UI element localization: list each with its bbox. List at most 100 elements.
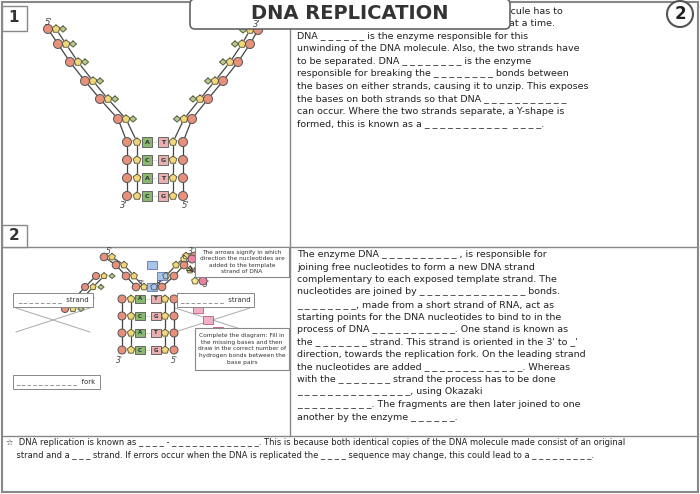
Polygon shape bbox=[169, 138, 177, 145]
Text: 3': 3' bbox=[120, 201, 127, 210]
Polygon shape bbox=[180, 115, 188, 122]
Circle shape bbox=[170, 346, 178, 354]
Text: The enzyme DNA _ _ _ _ _ _ _ _ _ _ , is responsible for
joining free nucleotides: The enzyme DNA _ _ _ _ _ _ _ _ _ _ , is … bbox=[297, 250, 586, 421]
Polygon shape bbox=[181, 255, 188, 262]
Text: DNA REPLICATION: DNA REPLICATION bbox=[251, 4, 449, 24]
Circle shape bbox=[170, 272, 178, 280]
FancyBboxPatch shape bbox=[158, 191, 168, 201]
Bar bbox=[2, 6, 27, 31]
Text: T: T bbox=[154, 296, 158, 301]
Polygon shape bbox=[70, 306, 76, 312]
Text: C: C bbox=[138, 347, 142, 353]
FancyBboxPatch shape bbox=[135, 329, 145, 337]
FancyBboxPatch shape bbox=[141, 137, 153, 147]
FancyBboxPatch shape bbox=[135, 346, 145, 354]
Text: 5': 5' bbox=[171, 356, 178, 365]
Circle shape bbox=[122, 156, 132, 165]
Polygon shape bbox=[190, 96, 197, 102]
Polygon shape bbox=[192, 278, 198, 284]
FancyBboxPatch shape bbox=[193, 305, 203, 313]
Polygon shape bbox=[162, 312, 169, 319]
Text: _ _ _ _ _ _ _ _  strand: _ _ _ _ _ _ _ _ strand bbox=[180, 296, 251, 303]
FancyBboxPatch shape bbox=[13, 293, 93, 307]
Polygon shape bbox=[232, 41, 239, 47]
Text: G: G bbox=[160, 158, 166, 163]
FancyBboxPatch shape bbox=[190, 0, 510, 29]
Text: A: A bbox=[138, 330, 142, 335]
FancyBboxPatch shape bbox=[213, 327, 223, 335]
Polygon shape bbox=[74, 58, 82, 65]
Text: T: T bbox=[161, 175, 165, 180]
Polygon shape bbox=[141, 284, 147, 290]
Circle shape bbox=[170, 295, 178, 303]
Text: 1: 1 bbox=[8, 10, 20, 26]
Circle shape bbox=[80, 77, 90, 85]
Circle shape bbox=[199, 277, 207, 285]
Bar bbox=[2, 225, 27, 247]
Text: Complete the diagram: Fill in
the missing bases and then
draw in the correct num: Complete the diagram: Fill in the missin… bbox=[198, 333, 286, 365]
Circle shape bbox=[118, 329, 126, 337]
FancyBboxPatch shape bbox=[151, 312, 161, 320]
Circle shape bbox=[43, 25, 52, 34]
Polygon shape bbox=[127, 346, 134, 353]
Polygon shape bbox=[127, 312, 134, 319]
FancyBboxPatch shape bbox=[141, 191, 153, 201]
Polygon shape bbox=[80, 295, 86, 300]
FancyBboxPatch shape bbox=[151, 294, 161, 303]
Polygon shape bbox=[238, 40, 246, 47]
Polygon shape bbox=[90, 284, 96, 289]
Text: G: G bbox=[154, 314, 158, 319]
Polygon shape bbox=[162, 346, 169, 353]
Polygon shape bbox=[187, 266, 193, 273]
FancyBboxPatch shape bbox=[135, 294, 145, 303]
Text: G: G bbox=[154, 347, 158, 353]
Circle shape bbox=[180, 261, 188, 269]
Polygon shape bbox=[169, 174, 177, 181]
Circle shape bbox=[667, 1, 693, 27]
Circle shape bbox=[178, 137, 188, 147]
Text: A: A bbox=[138, 296, 142, 301]
Polygon shape bbox=[133, 174, 141, 181]
Text: A: A bbox=[145, 139, 149, 145]
Polygon shape bbox=[127, 295, 134, 302]
Polygon shape bbox=[150, 284, 158, 290]
Polygon shape bbox=[52, 25, 60, 32]
FancyBboxPatch shape bbox=[151, 346, 161, 354]
Circle shape bbox=[246, 40, 255, 48]
Text: 2: 2 bbox=[674, 5, 686, 23]
Circle shape bbox=[132, 283, 140, 291]
Polygon shape bbox=[169, 156, 177, 163]
FancyBboxPatch shape bbox=[135, 312, 145, 320]
Polygon shape bbox=[69, 41, 76, 47]
Circle shape bbox=[170, 312, 178, 320]
Circle shape bbox=[112, 261, 120, 269]
Circle shape bbox=[178, 192, 188, 201]
Circle shape bbox=[122, 137, 132, 147]
Circle shape bbox=[95, 94, 104, 104]
Circle shape bbox=[234, 57, 242, 67]
Polygon shape bbox=[239, 27, 246, 33]
Text: 3': 3' bbox=[188, 247, 195, 256]
Circle shape bbox=[122, 173, 132, 182]
Circle shape bbox=[53, 40, 62, 48]
FancyBboxPatch shape bbox=[177, 293, 254, 307]
Circle shape bbox=[92, 273, 99, 280]
Circle shape bbox=[188, 115, 197, 124]
Text: T: T bbox=[161, 139, 165, 145]
Circle shape bbox=[158, 283, 166, 291]
Polygon shape bbox=[108, 253, 116, 260]
Circle shape bbox=[118, 312, 126, 320]
Text: G: G bbox=[160, 194, 166, 199]
Circle shape bbox=[113, 115, 122, 124]
Circle shape bbox=[71, 294, 78, 301]
Circle shape bbox=[178, 156, 188, 165]
Text: 3': 3' bbox=[253, 20, 260, 29]
Polygon shape bbox=[78, 307, 84, 311]
Polygon shape bbox=[162, 273, 169, 279]
Circle shape bbox=[218, 77, 228, 85]
Circle shape bbox=[253, 26, 262, 35]
Circle shape bbox=[190, 252, 198, 260]
Circle shape bbox=[118, 295, 126, 303]
Text: 2: 2 bbox=[8, 229, 20, 244]
Polygon shape bbox=[109, 274, 115, 279]
